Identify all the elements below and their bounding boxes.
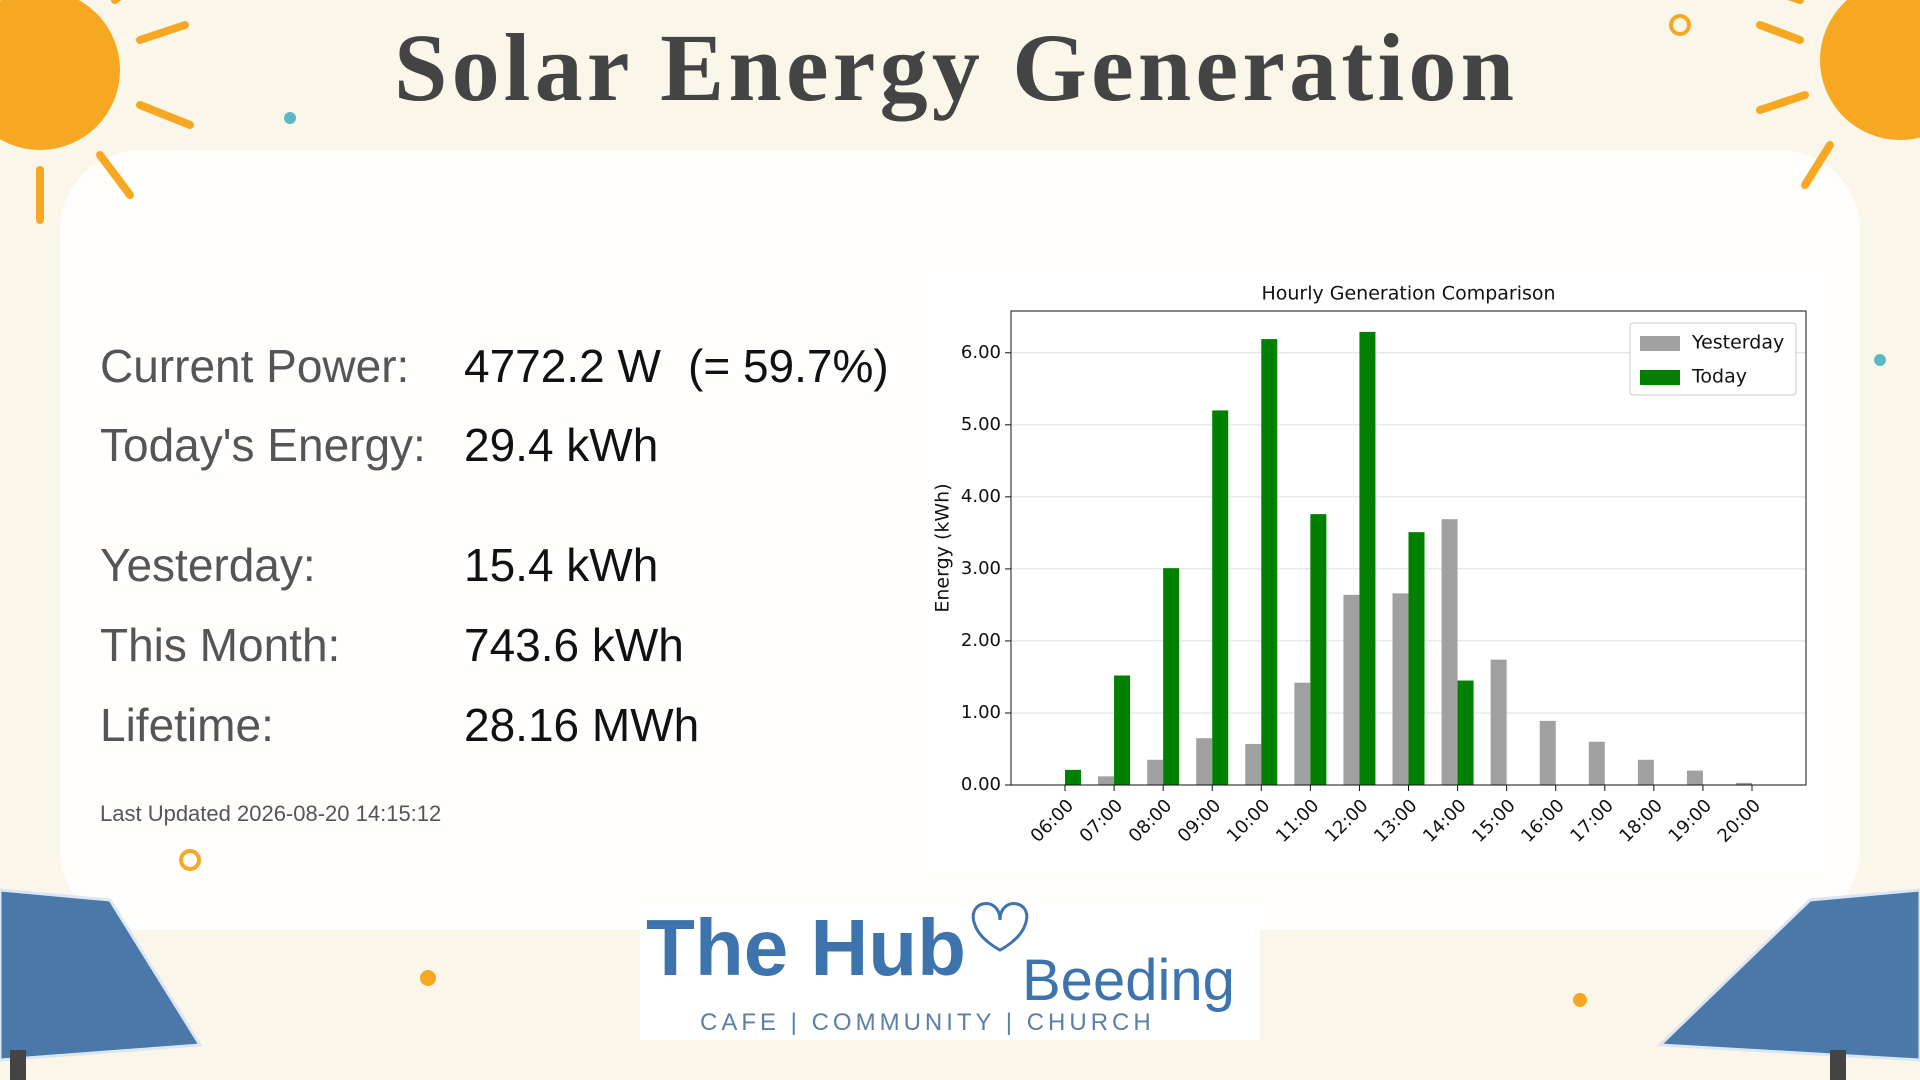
stat-value: 29.4 kWh xyxy=(464,419,658,471)
bar xyxy=(1408,532,1425,785)
bar xyxy=(1490,659,1507,785)
stat-label: Current Power: xyxy=(100,340,409,392)
plot-frame xyxy=(1010,310,1807,786)
y-tick-label: 6.00 xyxy=(961,342,1001,363)
bar xyxy=(1261,339,1278,785)
bar xyxy=(1212,410,1229,785)
page-title: Solar Energy Generation xyxy=(394,14,1514,121)
last-updated: Last Updated 2026-08-20 14:15:12 xyxy=(100,801,441,826)
logo-name: The Hub xyxy=(646,903,966,992)
y-tick-label: 4.00 xyxy=(961,486,1001,507)
legend-label: Today xyxy=(1691,366,1747,388)
bar xyxy=(1359,331,1376,785)
bar xyxy=(1539,720,1556,785)
bar xyxy=(1245,743,1262,785)
y-tick-label: 0.00 xyxy=(961,774,1001,795)
legend-swatch xyxy=(1640,370,1680,385)
bar xyxy=(1457,680,1474,785)
stat-value: 743.6 kWh xyxy=(464,619,684,671)
stats: Current Power: 4772.2 W (= 59.7%) Today'… xyxy=(100,340,889,826)
y-tick-label: 1.00 xyxy=(961,702,1001,723)
logo-place: Beeding xyxy=(1022,948,1235,1013)
bar xyxy=(1114,675,1131,785)
legend-swatch xyxy=(1640,336,1680,351)
bar xyxy=(1686,770,1703,785)
bar xyxy=(1343,594,1360,785)
chart: Hourly Generation Comparison Energy (kWh)… xyxy=(932,283,1807,847)
bar xyxy=(1098,776,1115,785)
stat-label: Yesterday: xyxy=(100,539,316,591)
bar xyxy=(1310,514,1327,785)
stat-label: This Month: xyxy=(100,619,340,671)
y-tick-label: 3.00 xyxy=(961,558,1001,579)
bar xyxy=(1588,741,1605,785)
bar xyxy=(1065,769,1081,785)
stat-label: Lifetime: xyxy=(100,699,274,751)
y-tick-label: 2.00 xyxy=(961,630,1001,651)
legend-label: Yesterday xyxy=(1691,332,1784,354)
y-tick-label: 5.00 xyxy=(961,414,1001,435)
bar xyxy=(1392,593,1409,785)
bar xyxy=(1441,519,1458,785)
stat-extra: (= 59.7%) xyxy=(688,340,889,392)
logo-tagline: CAFE | COMMUNITY | CHURCH xyxy=(700,1009,1155,1036)
bar xyxy=(1163,568,1180,785)
bar xyxy=(1196,738,1213,785)
stat-value: 28.16 MWh xyxy=(464,699,699,751)
chart-title: Hourly Generation Comparison xyxy=(1261,283,1555,305)
y-axis-label: Energy (kWh) xyxy=(932,483,954,612)
bar xyxy=(1637,759,1654,785)
bar xyxy=(1294,682,1311,785)
bar xyxy=(1736,782,1752,785)
logo: The Hub Beeding CAFE | COMMUNITY | CHURC… xyxy=(646,902,1235,1036)
stat-value: 4772.2 W xyxy=(464,340,661,392)
bar xyxy=(1147,759,1164,785)
stat-value: 15.4 kWh xyxy=(464,539,658,591)
stat-label: Today's Energy: xyxy=(100,419,426,471)
